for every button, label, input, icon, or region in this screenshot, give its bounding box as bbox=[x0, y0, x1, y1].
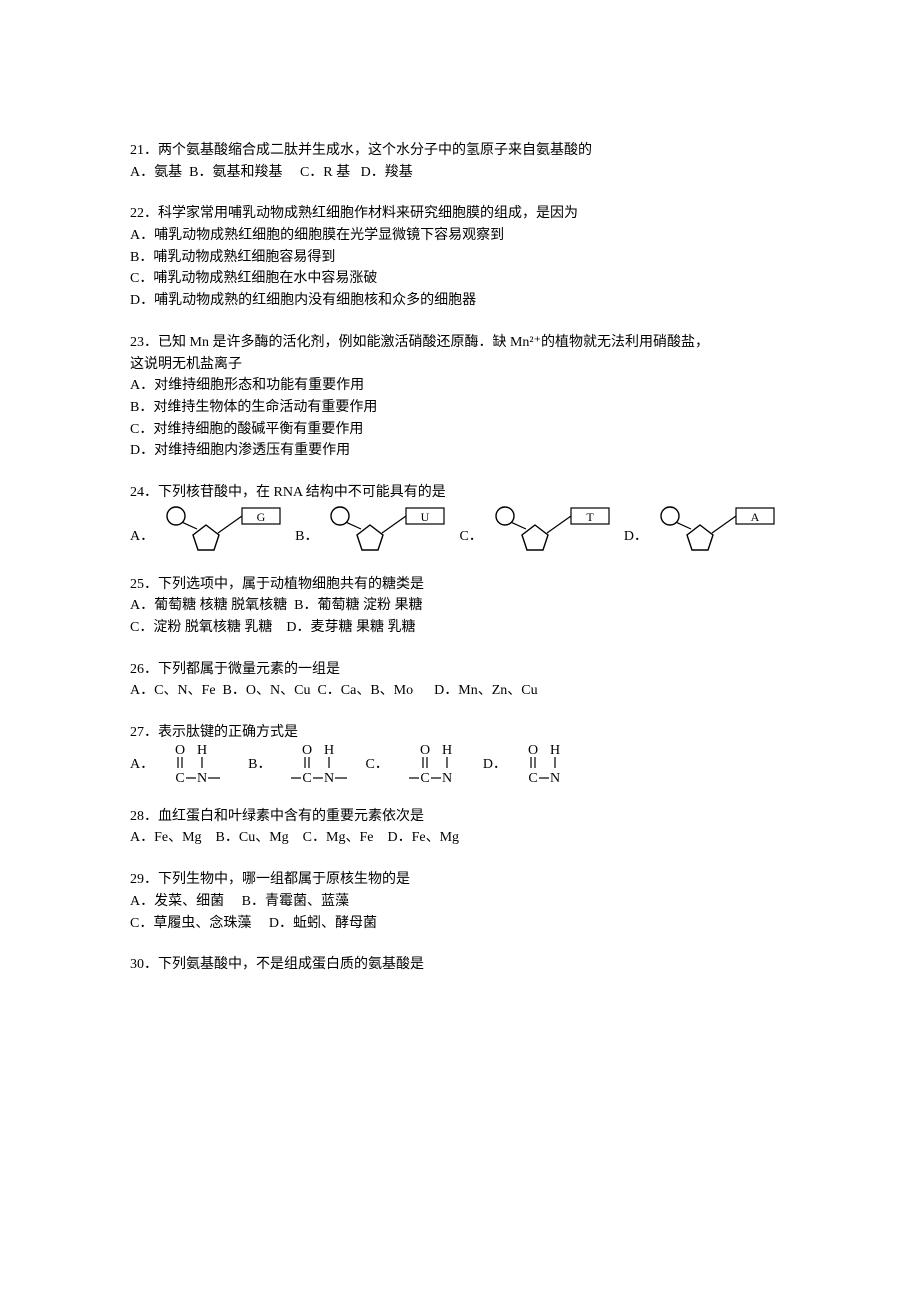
question-29: 29．下列生物中，哪一组都属于原核生物的是 A．发菜、细菌 B．青霉菌、蓝藻 C… bbox=[130, 869, 790, 934]
peptide-diagram-d: O H C N bbox=[515, 744, 593, 786]
peptide-diagram-b: O H C N bbox=[279, 744, 357, 786]
peptide-diagram-a: O H C N bbox=[162, 744, 240, 786]
q25-stem: 25．下列选项中，属于动植物细胞共有的糖类是 bbox=[130, 574, 790, 596]
svg-text:N: N bbox=[442, 771, 452, 786]
q27-opt-d-label: D． bbox=[483, 754, 507, 776]
q27-num: 27 bbox=[130, 725, 144, 740]
question-21: 21．两个氨基酸缩合成二肽并生成水，这个水分子中的氢原子来自氨基酸的 A．氨基 … bbox=[130, 140, 790, 183]
q24-opt-d-label: D． bbox=[624, 526, 648, 554]
q26-opts: A．C、N、Fe B．O、N、Cu C．Ca、B、Mo D．Mn、Zn、Cu bbox=[130, 680, 790, 702]
q23-stem-1: 23．已知 Mn 是许多酶的活化剂，例如能激活硝酸还原酶．缺 Mn²⁺的植物就无… bbox=[130, 332, 790, 354]
svg-text:N: N bbox=[324, 771, 334, 786]
svg-text:O: O bbox=[175, 744, 185, 758]
svg-text:C: C bbox=[303, 771, 312, 786]
q23-opt-a: A．对维持细胞形态和功能有重要作用 bbox=[130, 375, 790, 397]
q28-stem: 28．血红蛋白和叶绿素中含有的重要元素依次是 bbox=[130, 806, 790, 828]
q23-opt-c: C．对维持细胞的酸碱平衡有重要作用 bbox=[130, 419, 790, 441]
q22-opt-a: A．哺乳动物成熟红细胞的细胞膜在光学显微镜下容易观察到 bbox=[130, 225, 790, 247]
question-30: 30．下列氨基酸中，不是组成蛋白质的氨基酸是 bbox=[130, 954, 790, 976]
q22-opt-b: B．哺乳动物成熟红细胞容易得到 bbox=[130, 247, 790, 269]
q21-opts: A．氨基 B．氨基和羧基 C．R 基 D．羧基 bbox=[130, 162, 790, 184]
question-25: 25．下列选项中，属于动植物细胞共有的糖类是 A．葡萄糖 核糖 脱氧核糖 B．葡… bbox=[130, 574, 790, 639]
svg-text:H: H bbox=[324, 744, 334, 758]
q23-stem-2: 这说明无机盐离子 bbox=[130, 354, 790, 376]
q22-num: 22 bbox=[130, 206, 144, 221]
q29-opt-ab: A．发菜、细菌 B．青霉菌、蓝藻 bbox=[130, 891, 790, 913]
q23-num: 23 bbox=[130, 335, 144, 350]
question-27: 27．表示肽键的正确方式是 A． O H C N B． O H C N bbox=[130, 722, 790, 786]
question-23: 23．已知 Mn 是许多酶的活化剂，例如能激活硝酸还原酶．缺 Mn²⁺的植物就无… bbox=[130, 332, 790, 462]
q29-text: 下列生物中，哪一组都属于原核生物的是 bbox=[158, 872, 410, 887]
svg-text:C: C bbox=[175, 771, 184, 786]
q30-stem: 30．下列氨基酸中，不是组成蛋白质的氨基酸是 bbox=[130, 954, 790, 976]
q29-opt-cd: C．草履虫、念珠藻 D．蚯蚓、酵母菌 bbox=[130, 913, 790, 935]
q23-opt-d: D．对维持细胞内渗透压有重要作用 bbox=[130, 440, 790, 462]
q24-diagram-row: A． G B． U C． T D． bbox=[130, 504, 790, 554]
q29-num: 29 bbox=[130, 872, 144, 887]
q30-text: 下列氨基酸中，不是组成蛋白质的氨基酸是 bbox=[158, 957, 424, 972]
q24-opt-b-label: B． bbox=[295, 526, 318, 554]
q24-opt-c-label: C． bbox=[459, 526, 482, 554]
svg-text:H: H bbox=[197, 744, 207, 758]
q25-num: 25 bbox=[130, 577, 144, 592]
q22-stem: 22．科学家常用哺乳动物成熟红细胞作材料来研究细胞膜的组成，是因为 bbox=[130, 203, 790, 225]
nucleotide-diagram-a: A bbox=[656, 504, 781, 554]
nucleotide-diagram-u: U bbox=[326, 504, 451, 554]
q27-opt-c-label: C． bbox=[365, 754, 388, 776]
q22-text: 科学家常用哺乳动物成熟红细胞作材料来研究细胞膜的组成，是因为 bbox=[158, 206, 578, 221]
svg-text:T: T bbox=[586, 510, 594, 524]
exam-page: 21．两个氨基酸缩合成二肽并生成水，这个水分子中的氢原子来自氨基酸的 A．氨基 … bbox=[0, 0, 920, 1302]
nucleotide-diagram-t: T bbox=[491, 504, 616, 554]
svg-text:N: N bbox=[550, 771, 560, 786]
q30-num: 30 bbox=[130, 957, 144, 972]
svg-text:N: N bbox=[197, 771, 207, 786]
q29-stem: 29．下列生物中，哪一组都属于原核生物的是 bbox=[130, 869, 790, 891]
q27-diagram-row: A． O H C N B． O H C N C． O bbox=[130, 744, 790, 786]
q28-num: 28 bbox=[130, 809, 144, 824]
q27-stem: 27．表示肽键的正确方式是 bbox=[130, 722, 790, 744]
svg-text:O: O bbox=[420, 744, 430, 758]
question-26: 26．下列都属于微量元素的一组是 A．C、N、Fe B．O、N、Cu C．Ca、… bbox=[130, 659, 790, 702]
q28-opts: A．Fe、Mg B．Cu、Mg C．Mg、Fe D．Fe、Mg bbox=[130, 827, 790, 849]
svg-text:G: G bbox=[257, 510, 266, 524]
svg-text:H: H bbox=[550, 744, 560, 758]
svg-text:U: U bbox=[421, 510, 430, 524]
question-24: 24．下列核苷酸中，在 RNA 结构中不可能具有的是 A． G B． U C． … bbox=[130, 482, 790, 554]
q24-stem: 24．下列核苷酸中，在 RNA 结构中不可能具有的是 bbox=[130, 482, 790, 504]
q26-text: 下列都属于微量元素的一组是 bbox=[158, 662, 340, 677]
q27-opt-a-label: A． bbox=[130, 754, 154, 776]
svg-text:C: C bbox=[420, 771, 429, 786]
q26-stem: 26．下列都属于微量元素的一组是 bbox=[130, 659, 790, 681]
question-28: 28．血红蛋白和叶绿素中含有的重要元素依次是 A．Fe、Mg B．Cu、Mg C… bbox=[130, 806, 790, 849]
q27-opt-b-label: B． bbox=[248, 754, 271, 776]
q21-stem: 21．两个氨基酸缩合成二肽并生成水，这个水分子中的氢原子来自氨基酸的 bbox=[130, 140, 790, 162]
svg-text:O: O bbox=[302, 744, 312, 758]
q27-text: 表示肽键的正确方式是 bbox=[158, 725, 298, 740]
q23-text-1: 已知 Mn 是许多酶的活化剂，例如能激活硝酸还原酶．缺 Mn²⁺的植物就无法利用… bbox=[158, 335, 709, 350]
q26-num: 26 bbox=[130, 662, 144, 677]
q24-opt-a-label: A． bbox=[130, 526, 154, 554]
q24-num: 24 bbox=[130, 485, 144, 500]
q24-text: 下列核苷酸中，在 RNA 结构中不可能具有的是 bbox=[158, 485, 446, 500]
nucleotide-diagram-g: G bbox=[162, 504, 287, 554]
q25-opt-cd: C．淀粉 脱氧核糖 乳糖 D．麦芽糖 果糖 乳糖 bbox=[130, 617, 790, 639]
peptide-diagram-c: O H C N bbox=[397, 744, 475, 786]
q22-opt-c: C．哺乳动物成熟红细胞在水中容易涨破 bbox=[130, 268, 790, 290]
q28-text: 血红蛋白和叶绿素中含有的重要元素依次是 bbox=[158, 809, 424, 824]
q21-num: 21 bbox=[130, 143, 144, 158]
q25-text: 下列选项中，属于动植物细胞共有的糖类是 bbox=[158, 577, 424, 592]
q23-opt-b: B．对维持生物体的生命活动有重要作用 bbox=[130, 397, 790, 419]
svg-text:C: C bbox=[528, 771, 537, 786]
q22-opt-d: D．哺乳动物成熟的红细胞内没有细胞核和众多的细胞器 bbox=[130, 290, 790, 312]
q21-text: 两个氨基酸缩合成二肽并生成水，这个水分子中的氢原子来自氨基酸的 bbox=[158, 143, 592, 158]
svg-text:O: O bbox=[528, 744, 538, 758]
question-22: 22．科学家常用哺乳动物成熟红细胞作材料来研究细胞膜的组成，是因为 A．哺乳动物… bbox=[130, 203, 790, 311]
svg-text:A: A bbox=[751, 510, 760, 524]
q25-opt-ab: A．葡萄糖 核糖 脱氧核糖 B．葡萄糖 淀粉 果糖 bbox=[130, 595, 790, 617]
svg-text:H: H bbox=[442, 744, 452, 758]
